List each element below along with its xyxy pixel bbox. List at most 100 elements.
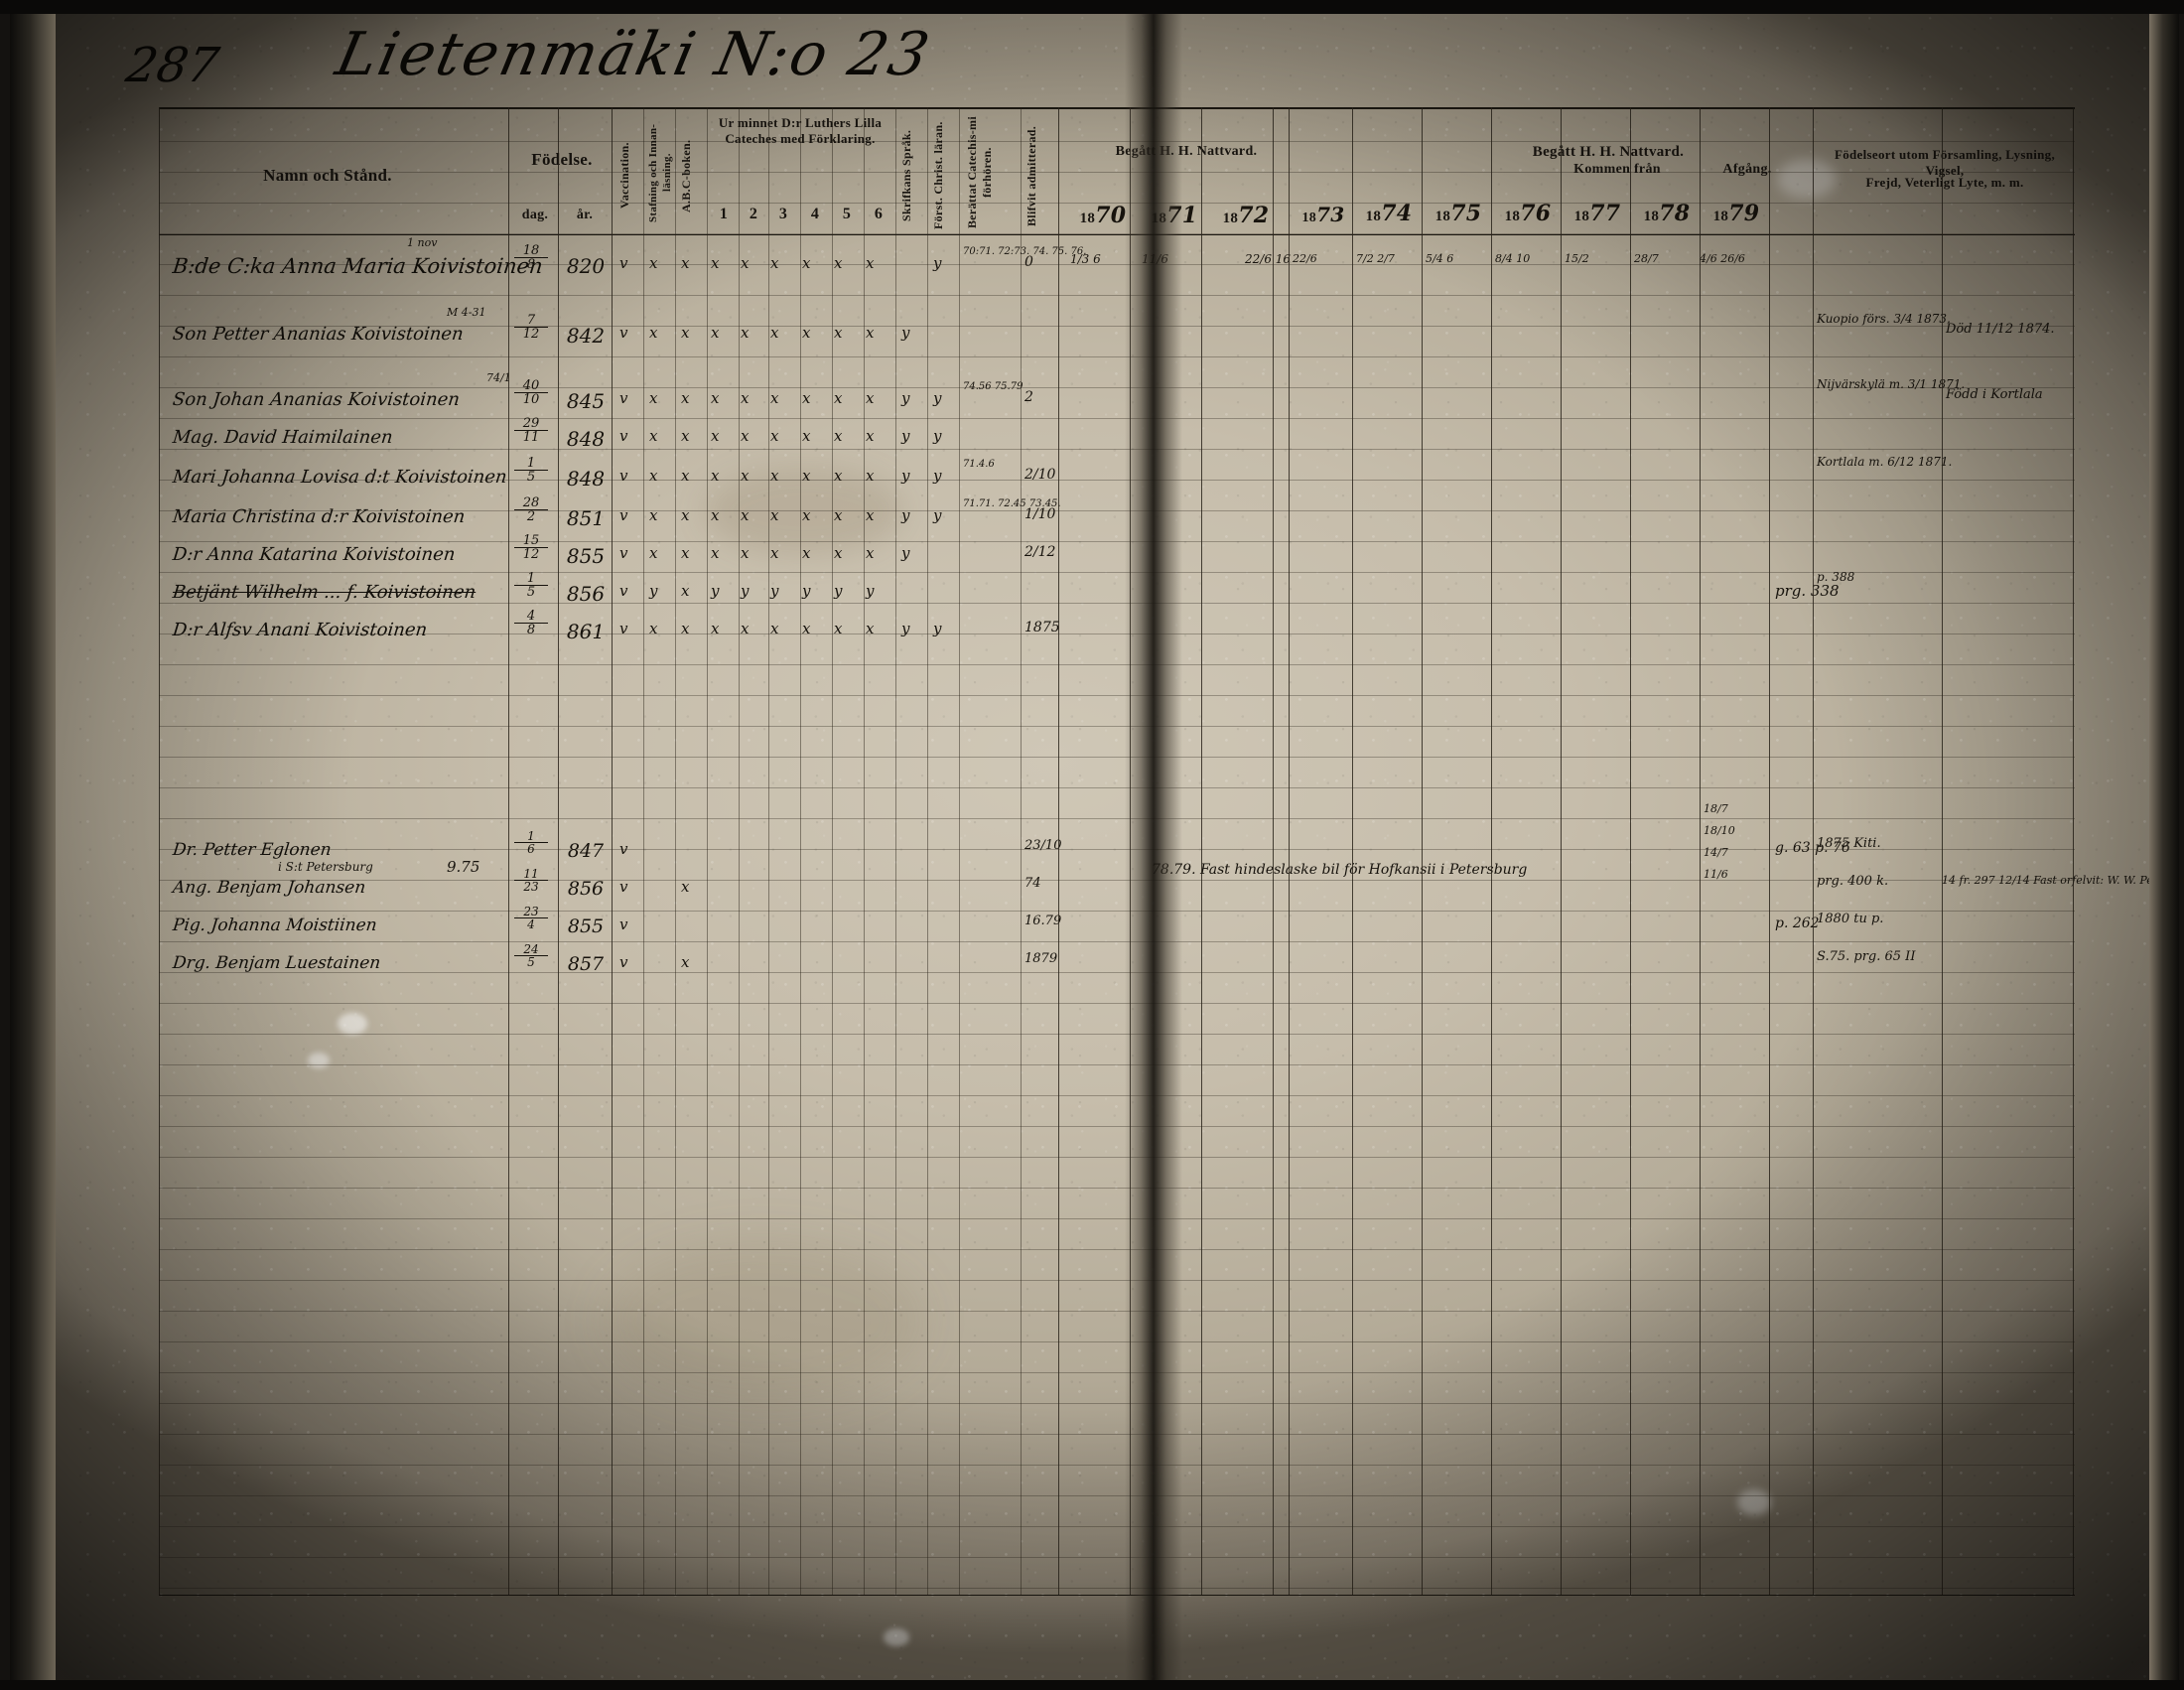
- spelling-mark: x: [649, 620, 658, 637]
- catechism-mark: x: [741, 620, 750, 637]
- catechism-mark: x: [802, 254, 811, 272]
- departure-note: Kuopio förs. 3/4 1873.: [1817, 312, 1951, 326]
- vaccination-mark: v: [619, 389, 628, 407]
- catechism-mark: x: [741, 389, 750, 407]
- lower-birth-year: 847: [567, 840, 605, 862]
- row-name: D:r Anna Katarina Koivistoinen: [171, 544, 457, 565]
- header-communion-right: Begått H. H. Nattvard.: [1532, 144, 1685, 160]
- year-suffix: 77: [1589, 201, 1621, 226]
- header-birth-day: dag.: [521, 208, 549, 222]
- catechism-mark: x: [770, 506, 779, 524]
- catechism-mark: x: [866, 389, 875, 407]
- column-rule: [1769, 107, 1770, 1595]
- catechism-mark: x: [741, 254, 750, 272]
- lower-birth-year: 855: [567, 915, 605, 937]
- year-label-1878: 1878: [1634, 201, 1700, 228]
- catechism-mark: x: [866, 467, 875, 485]
- date-fraction: 24 5: [514, 943, 548, 968]
- spelling-mark: x: [649, 544, 658, 562]
- column-rule: [1289, 107, 1290, 1595]
- column-rule: [1201, 107, 1202, 1595]
- abc-mark: x: [681, 467, 690, 485]
- year-suffix: 79: [1728, 201, 1760, 226]
- catechism-mark: x: [741, 544, 750, 562]
- year-prefix: 18: [1365, 209, 1382, 224]
- catechism-exam-note: 74.56 75.79: [963, 381, 1024, 392]
- header-come-from: Kommen från: [1573, 162, 1661, 177]
- communion-1879: 4/6 26/6: [1700, 252, 1745, 265]
- spelling-mark: x: [649, 467, 658, 485]
- catechism-mark: y: [770, 582, 779, 600]
- vaccination-mark: v: [619, 506, 628, 524]
- header-writing-language: Skrifkans Språk.: [899, 129, 913, 222]
- column-rule: [1700, 107, 1701, 1595]
- communion-1877: 15/2: [1565, 252, 1589, 265]
- header-vaccination: Vaccination.: [617, 142, 631, 210]
- year-prefix: 18: [1222, 211, 1239, 226]
- date-fraction: 15 12: [514, 534, 548, 561]
- table-bottom-rule: [159, 1595, 2075, 1596]
- lower-abc-mark: x: [681, 953, 690, 971]
- date-fraction: 18 8: [514, 244, 548, 271]
- column-rule: [508, 107, 509, 1595]
- catechism-mark: y: [711, 582, 720, 600]
- header-bottom-rule: [159, 234, 2075, 235]
- column-rule: [739, 107, 740, 1595]
- stain: [884, 1628, 909, 1646]
- catechism-mark: y: [866, 582, 875, 600]
- book-spine-gutter: [1125, 0, 1182, 1690]
- catechism-mark: x: [802, 620, 811, 637]
- first-christ-mark: y: [933, 506, 942, 524]
- lower-admitted-note: 1879: [1024, 951, 1058, 966]
- lower-admitted-note: 23/10: [1024, 838, 1062, 853]
- lower-row-name: Ang. Benjam Johansen: [171, 878, 367, 898]
- catechism-mark: x: [711, 389, 720, 407]
- admitted-note: 1/10: [1024, 506, 1056, 522]
- row-name: Son Johan Ananias Koivistoinen: [171, 389, 462, 410]
- lower-birthplace: 14 fr. 297 12/14 Fast orfelvit: W. W. Pe…: [1942, 874, 2184, 887]
- spelling-mark: y: [649, 582, 658, 600]
- catechism-mark: x: [741, 324, 750, 342]
- header-first-christ: Först. Christ. läran.: [931, 121, 945, 230]
- year-suffix: 73: [1316, 203, 1345, 226]
- column-rule: [768, 107, 769, 1595]
- writing-language-mark: y: [901, 544, 910, 562]
- row-name-superscript: 74/1: [486, 371, 511, 384]
- page-number: 287: [122, 38, 223, 93]
- lower-admitted-note: 16.79: [1024, 914, 1062, 928]
- lower-vaccination-mark: v: [619, 840, 628, 858]
- catechism-mark: x: [866, 254, 875, 272]
- lower-departure: 1880 tu p.: [1817, 912, 1884, 926]
- year-prefix: 18: [1079, 211, 1096, 226]
- abc-mark: x: [681, 254, 690, 272]
- catechism-mark: x: [770, 254, 779, 272]
- vaccination-mark: v: [619, 620, 628, 637]
- header-spelling-reading: Stafning och Innan-läsning.: [647, 123, 673, 222]
- lower-birth-year: 856: [567, 878, 605, 900]
- admitted-note: 2/12: [1024, 544, 1056, 560]
- column-rule: [1273, 107, 1274, 1595]
- year-suffix: 75: [1450, 201, 1482, 226]
- admitted-note: 2/10: [1024, 467, 1056, 483]
- column-rule: [864, 107, 865, 1595]
- column-rule: [675, 107, 676, 1595]
- birth-year: 842: [566, 324, 606, 348]
- row-name: Maria Christina d:r Koivistoinen: [171, 506, 467, 527]
- header-name-and-status: Namn och Stånd.: [263, 166, 392, 185]
- column-rule: [927, 107, 928, 1595]
- birth-year: 845: [566, 389, 606, 413]
- column-rule: [558, 107, 559, 1595]
- row-name: B:de C:ka Anna Maria Koivistoinen: [171, 254, 544, 278]
- catechism-mark: x: [866, 427, 875, 445]
- catechism-mark: x: [711, 467, 720, 485]
- catechism-mark: x: [866, 620, 875, 637]
- header-cat-5: 5: [842, 206, 852, 222]
- catechism-mark: x: [770, 324, 779, 342]
- communion-1874: 7/2 2/7: [1356, 252, 1395, 265]
- birthplace-note: Född i Kortlala: [1946, 387, 2043, 402]
- lower-row-name: Pig. Johanna Moistiinen: [171, 915, 378, 935]
- abc-mark: x: [681, 389, 690, 407]
- column-rule: [1561, 107, 1562, 1595]
- small-margin-note: 18/10: [1704, 824, 1735, 837]
